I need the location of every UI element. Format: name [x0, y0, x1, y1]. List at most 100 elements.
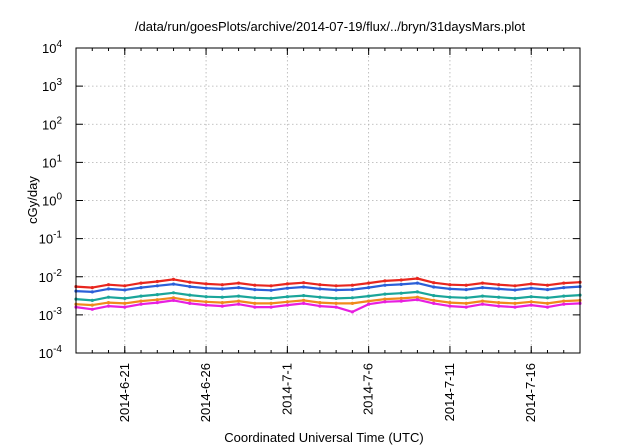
data-point: [220, 287, 224, 291]
y-axis-label: cGy/day: [25, 176, 40, 224]
data-point: [318, 295, 322, 299]
series-line: [75, 277, 581, 289]
data-point: [513, 288, 517, 292]
data-point: [253, 305, 257, 309]
data-point: [90, 307, 94, 311]
y-tick-label: 10-1: [39, 230, 63, 247]
data-point: [562, 286, 566, 290]
data-point: [513, 301, 517, 305]
data-point: [237, 302, 241, 306]
data-point: [432, 298, 436, 302]
data-point: [204, 282, 208, 286]
data-point: [220, 301, 224, 305]
ticks: [75, 47, 581, 354]
data-point: [318, 304, 322, 308]
data-point: [383, 292, 387, 296]
data-point: [464, 283, 468, 287]
data-point: [415, 298, 419, 302]
data-point: [350, 310, 354, 314]
data-point: [188, 285, 192, 289]
data-point: [318, 283, 322, 287]
data-point: [204, 303, 208, 307]
data-point: [171, 296, 176, 300]
x-axis-label: Coordinated Universal Time (UTC): [224, 430, 423, 445]
data-point: [188, 298, 192, 302]
data-point: [545, 283, 550, 287]
data-point: [432, 301, 436, 305]
data-point: [399, 278, 403, 282]
data-point: [497, 301, 501, 305]
data-point: [497, 295, 501, 299]
data-point: [448, 287, 452, 291]
data-point: [415, 281, 419, 285]
data-point: [367, 294, 371, 298]
data-point: [106, 295, 111, 299]
data-point: [448, 295, 452, 299]
data-point: [415, 295, 419, 299]
data-point: [123, 305, 127, 309]
data-point: [334, 296, 338, 300]
data-point: [318, 287, 322, 291]
data-point: [285, 303, 289, 307]
data-point: [545, 301, 550, 305]
y-tick-label: 104: [42, 39, 62, 56]
y-tick-label: 101: [42, 153, 62, 170]
data-point: [480, 286, 485, 290]
data-point: [269, 301, 273, 305]
data-point: [367, 299, 371, 303]
y-tick-label: 103: [42, 77, 62, 94]
data-point: [171, 291, 176, 295]
data-point: [545, 288, 550, 292]
data-point: [497, 283, 501, 287]
x-tick-label: 2014-6-26: [198, 363, 213, 422]
data-point: [155, 301, 159, 305]
data-point: [90, 286, 94, 290]
y-tick-labels: 10-4 10-3 10-2 10-1 100 101 102 103 104: [39, 39, 63, 361]
data-point: [513, 296, 517, 300]
y-tick-label: 10-4: [39, 344, 63, 361]
data-point: [285, 295, 289, 299]
x-tick-label: 2014-7-1: [279, 363, 294, 415]
data-point: [302, 294, 306, 298]
chart-title: /data/run/goesPlots/archive/2014-07-19/f…: [135, 19, 526, 34]
data-point: [480, 281, 485, 285]
data-point: [383, 300, 387, 304]
data-point: [334, 305, 338, 309]
data-point: [204, 286, 208, 290]
data-point: [155, 279, 159, 284]
data-point: [529, 286, 533, 290]
data-point: [480, 302, 485, 306]
data-point: [399, 291, 403, 295]
data-point: [285, 300, 289, 304]
data-point: [464, 288, 468, 292]
data-point: [334, 288, 338, 292]
data-point: [237, 286, 241, 290]
data-point: [106, 287, 111, 291]
data-point: [464, 301, 468, 305]
data-point: [529, 303, 533, 307]
series-line: [75, 298, 581, 313]
data-point: [334, 284, 338, 288]
y-tick-label: 10-2: [39, 268, 63, 285]
data-point: [350, 283, 354, 287]
data-point: [318, 301, 322, 305]
data-point: [253, 301, 257, 305]
data-point: [464, 296, 468, 300]
data-point: [269, 288, 273, 292]
data-point: [220, 283, 224, 287]
data-point: [334, 301, 338, 305]
data-point: [545, 305, 550, 309]
data-point: [432, 294, 436, 298]
data-point: [367, 302, 371, 306]
x-tick-label: 2014-7-11: [442, 363, 457, 421]
data-point: [464, 305, 468, 309]
data-point: [350, 301, 354, 305]
data-point: [383, 279, 387, 283]
data-point: [123, 296, 127, 300]
data-point: [220, 304, 224, 308]
data-point: [269, 305, 273, 309]
data-point: [106, 283, 111, 287]
data-point: [399, 296, 403, 300]
data-point: [383, 283, 387, 287]
